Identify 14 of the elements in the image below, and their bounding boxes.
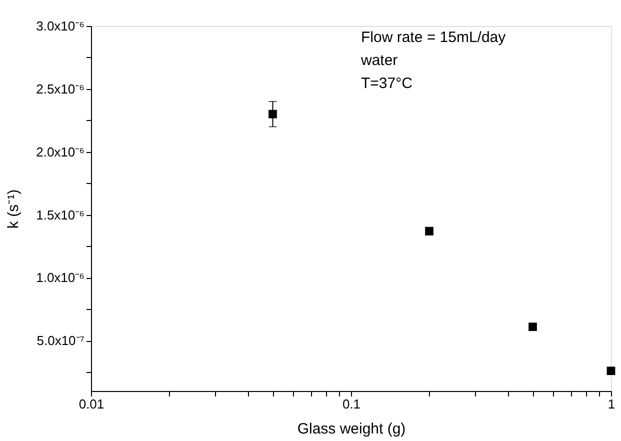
- y-tick-label: 2.5x10⁻⁶: [36, 81, 84, 96]
- x-tick-label: 0.1: [342, 396, 361, 412]
- y-tick-label: 3.0x10⁻⁶: [36, 18, 84, 34]
- x-axis-title: Glass weight (g): [297, 420, 406, 438]
- y-tick-label: 1.0x10⁻⁶: [36, 270, 84, 286]
- y-tick-label: 5.0x10⁻⁷: [36, 333, 85, 348]
- y-axis-title: k (s⁻¹): [5, 189, 22, 229]
- y-tick-label: 1.5x10⁻⁶: [36, 207, 84, 222]
- annotation: Flow rate = 15mL/day: [361, 29, 506, 46]
- y-tick-label: 2.0x10⁻⁶: [36, 144, 84, 160]
- annotation: T=37°C: [361, 75, 413, 92]
- x-tick-label: 1: [608, 396, 616, 412]
- x-tick-label: 0.01: [78, 396, 104, 412]
- annotation: water: [360, 52, 398, 69]
